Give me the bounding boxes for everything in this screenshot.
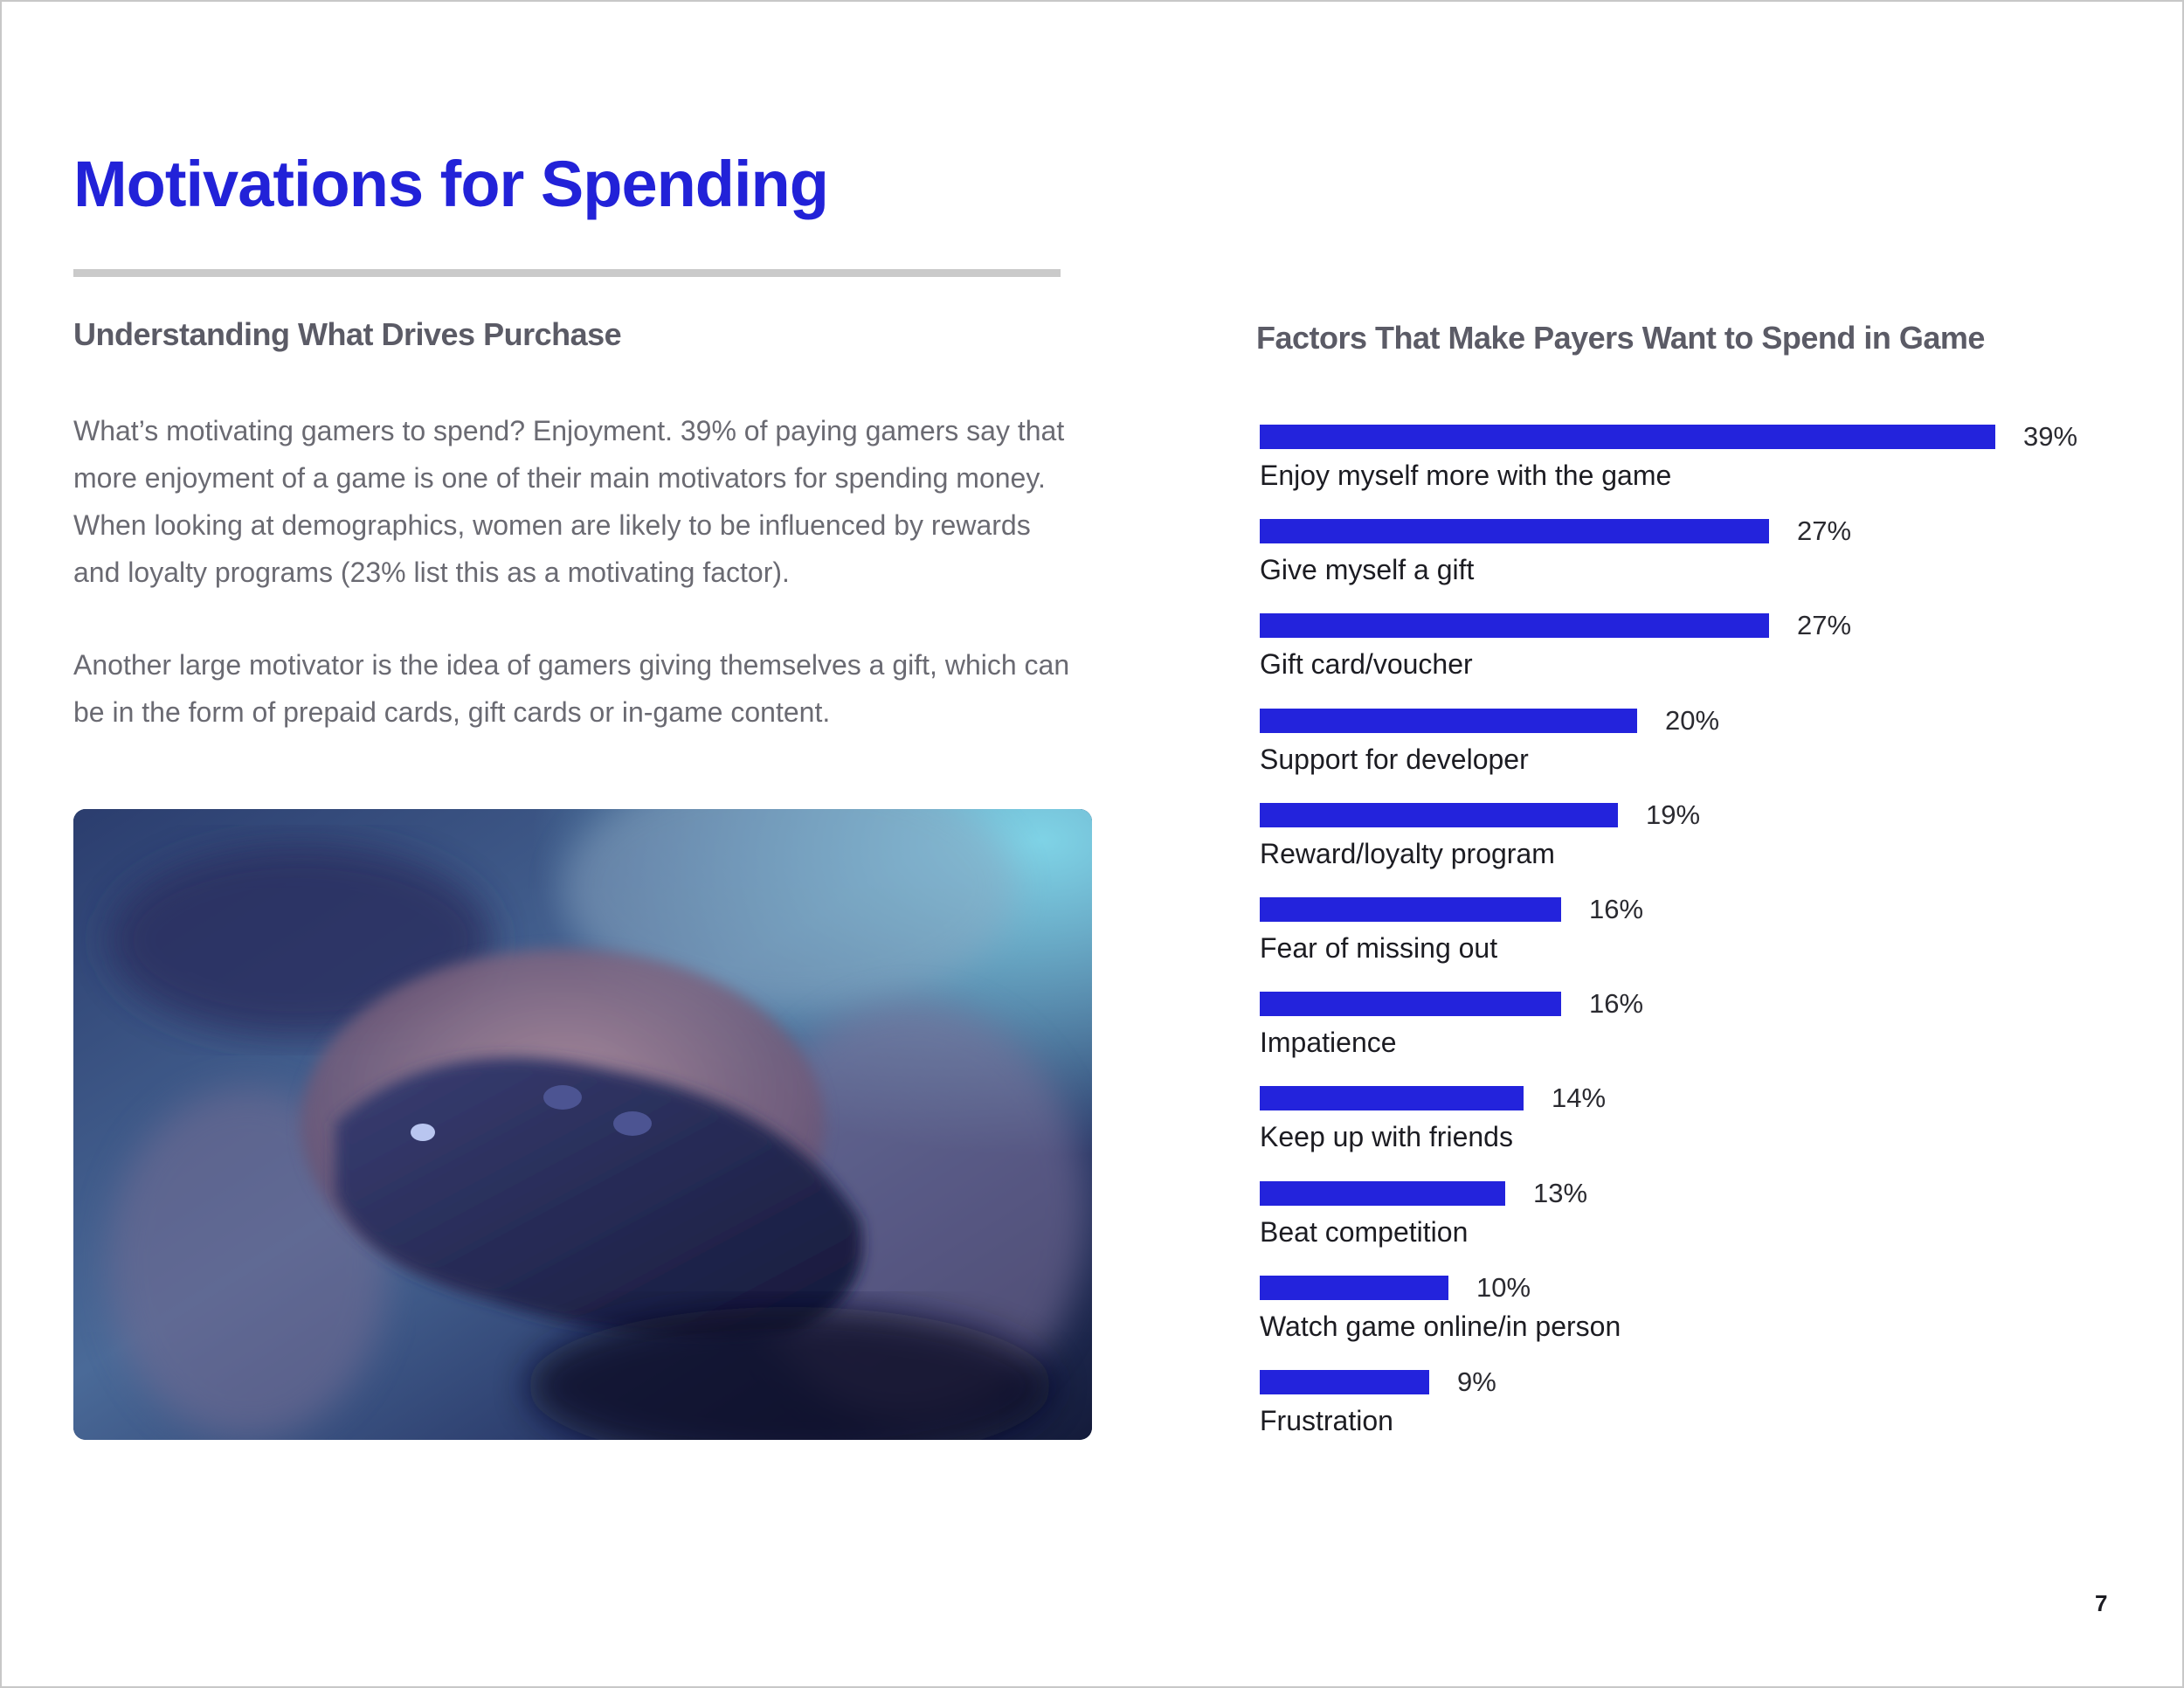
section-heading: Understanding What Drives Purchase: [73, 316, 622, 352]
bar-category-label: Watch game online/in person: [1260, 1310, 1621, 1342]
bar-row: 27% Gift card/voucher: [1260, 610, 2133, 708]
bar-value-label: 39%: [2023, 421, 2078, 452]
bar-row: 20% Support for developer: [1260, 705, 2133, 803]
bar-category-label: Give myself a gift: [1260, 554, 1475, 586]
bar-row: 27% Give myself a gift: [1260, 515, 2133, 613]
bar-value-label: 19%: [1646, 799, 1701, 830]
bar-row: 9% Frustration: [1260, 1366, 2133, 1464]
title-divider: [73, 269, 1061, 277]
bar-row: 10% Watch game online/in person: [1260, 1272, 2133, 1370]
bar-value-label: 13%: [1533, 1177, 1588, 1208]
bar-row: 13% Beat competition: [1260, 1177, 2133, 1276]
bar: [1260, 519, 1769, 544]
bar: [1260, 1370, 1429, 1394]
bar-value-label: 16%: [1589, 988, 1644, 1020]
bar-value-label: 10%: [1476, 1271, 1531, 1303]
bar: [1260, 425, 1995, 449]
bar-row: 39% Enjoy myself more with the game: [1260, 421, 2133, 519]
bar-value-label: 9%: [1457, 1366, 1496, 1397]
bar: [1260, 1275, 1448, 1300]
body-paragraph-1: What’s motivating gamers to spend? Enjoy…: [73, 415, 1065, 588]
bar-category-label: Frustration: [1260, 1405, 1393, 1436]
bar-row: 16% Fear of missing out: [1260, 894, 2133, 992]
bar-chart: 39% Enjoy myself more with the game 27% Giv…: [1260, 421, 2133, 1447]
bar-category-label: Gift card/voucher: [1260, 648, 1473, 681]
bar-value-label: 27%: [1797, 515, 1852, 547]
bar-value-label: 27%: [1797, 610, 1852, 641]
gamepad-photo: [73, 809, 1092, 1440]
bar-value-label: 16%: [1589, 894, 1644, 924]
page-number: 7: [2095, 1590, 2108, 1616]
bar: [1260, 897, 1561, 922]
bar-value-label: 14%: [1552, 1083, 1607, 1114]
bar-category-label: Fear of missing out: [1260, 932, 1498, 964]
bar-category-label: Enjoy myself more with the game: [1260, 460, 1672, 491]
bar-category-label: Impatience: [1260, 1027, 1397, 1059]
bar-row: 16% Impatience: [1260, 988, 2133, 1086]
bar: [1260, 708, 1637, 733]
chart-title: Factors That Make Payers Want to Spend i…: [1256, 320, 1985, 356]
bar: [1260, 1180, 1505, 1206]
bar: [1260, 613, 1769, 639]
bar-row: 14% Keep up with friends: [1260, 1083, 2133, 1180]
bar: [1260, 802, 1618, 827]
page-title: Motivations for Spending: [73, 148, 829, 220]
bar-category-label: Beat competition: [1260, 1215, 1469, 1248]
bar-category-label: Support for developer: [1260, 743, 1529, 775]
bar-row: 19% Reward/loyalty program: [1260, 799, 2133, 897]
bar: [1260, 992, 1561, 1017]
bar: [1260, 1086, 1524, 1111]
body-paragraph-2: Another large motivator is the idea of g…: [73, 649, 1070, 728]
bar-category-label: Keep up with friends: [1260, 1121, 1513, 1153]
gamepad-photo-illustration: [73, 809, 1092, 1440]
bar-category-label: Reward/loyalty program: [1260, 837, 1555, 869]
bar-value-label: 20%: [1665, 704, 1720, 736]
